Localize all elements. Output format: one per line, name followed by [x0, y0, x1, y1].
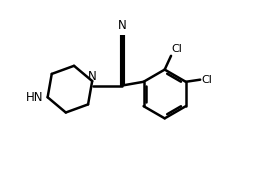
Text: N: N: [88, 70, 97, 83]
Text: Cl: Cl: [172, 44, 183, 54]
Text: Cl: Cl: [201, 75, 212, 85]
Text: HN: HN: [25, 91, 43, 104]
Text: N: N: [118, 19, 127, 32]
